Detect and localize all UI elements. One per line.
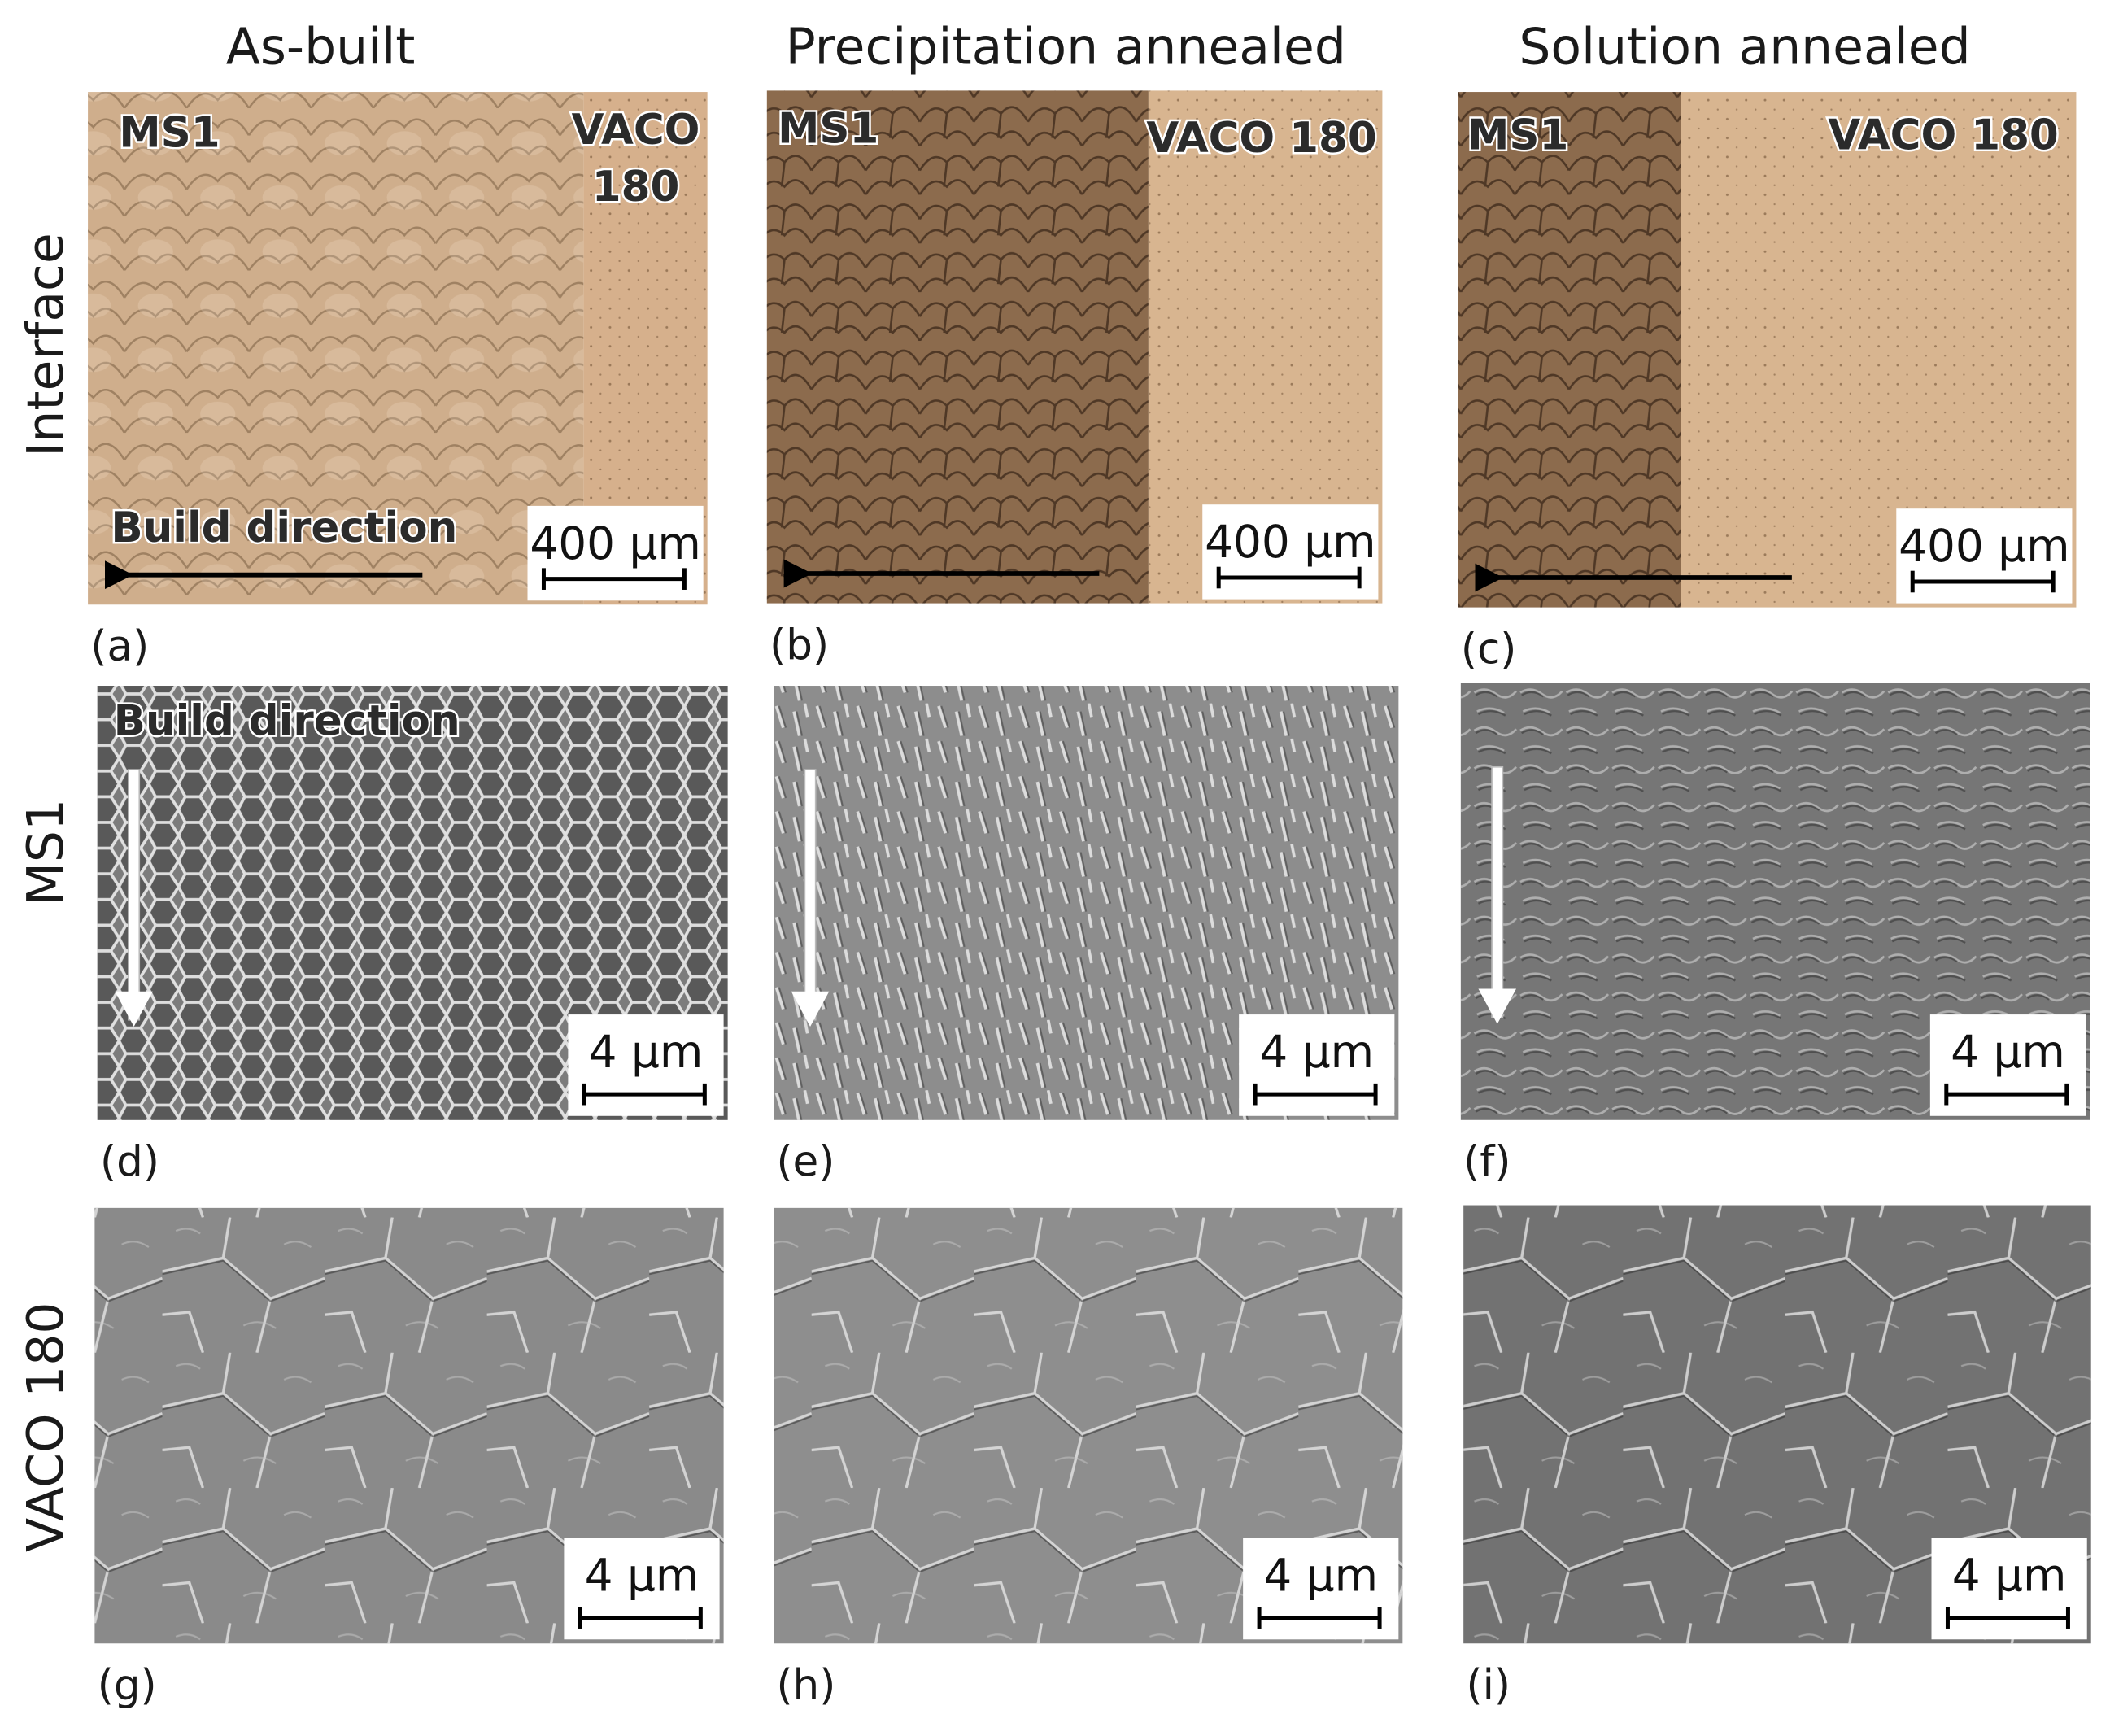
scale-bar-box xyxy=(564,1538,720,1640)
scale-bar-box xyxy=(1931,1538,2087,1640)
panel-label: (b) xyxy=(769,621,829,670)
scale-bar-box xyxy=(568,1014,724,1116)
arrow-head xyxy=(115,991,153,1027)
panel-label: (e) xyxy=(776,1138,835,1187)
arrow-shaft xyxy=(1491,765,1504,1018)
micrograph-texture xyxy=(766,90,1149,604)
row-header: VACO 180 xyxy=(16,1302,75,1551)
scale-bar-label: 4 µm xyxy=(1951,1026,2065,1078)
overlay-label: Build direction xyxy=(114,697,460,746)
panel: 4 µm xyxy=(1460,683,2090,1120)
scale-bar-box xyxy=(1243,1538,1399,1640)
scale-bar-label: 4 µm xyxy=(1259,1026,1374,1078)
overlay-label: MS1 xyxy=(778,104,878,153)
overlay-label: VACO 180 xyxy=(1146,114,1376,163)
panel-label: (i) xyxy=(1466,1661,1511,1710)
arrow-shaft xyxy=(128,769,141,1021)
scale-bar-box xyxy=(1929,1014,2086,1116)
arrow-shaft xyxy=(804,769,817,1021)
overlay-label: MS1 xyxy=(119,108,220,157)
panel: 4 µm xyxy=(1463,1205,2091,1644)
column-header: Precipitation annealed xyxy=(786,18,1346,76)
panel: 400 µm MS1 VACO 180 xyxy=(1458,92,2077,608)
overlay-label: VACO 180 xyxy=(572,106,700,212)
row-header: Interface xyxy=(16,233,75,456)
panel: 4 µm xyxy=(774,1207,1403,1644)
row-header: MS1 xyxy=(16,799,75,905)
scale-bar-box xyxy=(1239,1014,1395,1116)
arrow-head xyxy=(791,991,830,1027)
micrograph-texture xyxy=(1458,92,1681,608)
panel: 4 µm Build direction xyxy=(97,686,728,1120)
panel-label: (d) xyxy=(100,1138,159,1187)
scale-bar-label: 400 µm xyxy=(530,517,701,569)
arrow-head xyxy=(1478,988,1517,1024)
overlay-line: VACO xyxy=(572,106,700,155)
panel-label: (a) xyxy=(90,622,149,671)
micrograph-texture xyxy=(88,92,584,605)
scale-bar-label: 400 µm xyxy=(1205,516,1376,568)
panel: 4 µm xyxy=(774,686,1399,1120)
scale-bar-label: 4 µm xyxy=(589,1026,704,1078)
scale-bar-box xyxy=(1896,508,2073,604)
scale-bar-box xyxy=(1202,504,1379,600)
overlay-label: VACO 180 xyxy=(1828,111,2058,160)
panel-label: (c) xyxy=(1461,625,1517,674)
overlay-label: Build direction xyxy=(111,504,457,552)
scale-bar-label: 4 µm xyxy=(1952,1550,2067,1602)
panel-label: (f) xyxy=(1463,1138,1511,1187)
scale-bar-box xyxy=(527,505,704,601)
panel-label: (h) xyxy=(776,1661,835,1710)
panel-label: (g) xyxy=(98,1661,157,1710)
scale-bar-label: 4 µm xyxy=(1263,1550,1378,1602)
panel: 400 µm MS1 VACO 180 Build direction xyxy=(88,92,708,605)
scale-bar-label: 4 µm xyxy=(585,1550,700,1602)
overlay-label: MS1 xyxy=(1467,111,1568,160)
column-header: As-built xyxy=(226,18,416,76)
panel: 4 µm xyxy=(94,1207,724,1644)
column-header: Solution annealed xyxy=(1519,18,1970,76)
overlay-line: 180 xyxy=(592,163,680,212)
panel: 400 µm MS1 VACO 180 xyxy=(766,90,1383,604)
scale-bar-label: 400 µm xyxy=(1899,520,2070,572)
